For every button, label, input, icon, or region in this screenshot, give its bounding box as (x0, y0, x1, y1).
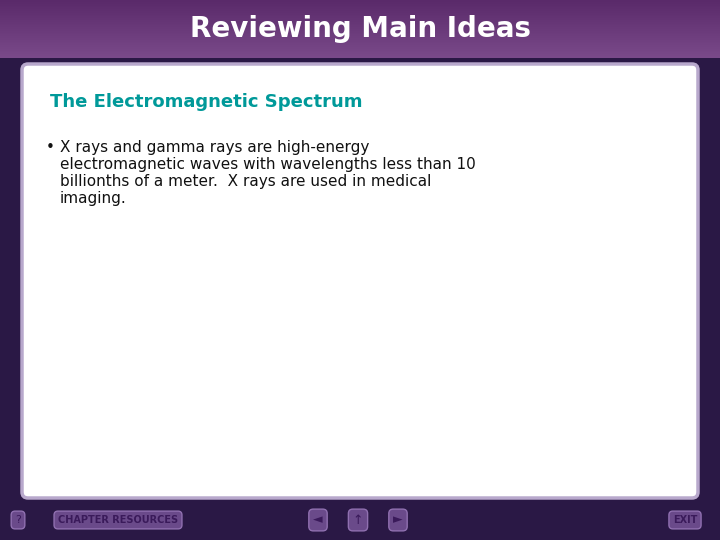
Text: CHAPTER RESOURCES: CHAPTER RESOURCES (58, 515, 178, 525)
Text: EXIT: EXIT (672, 515, 697, 525)
Text: electromagnetic waves with wavelengths less than 10: electromagnetic waves with wavelengths l… (60, 157, 476, 172)
Bar (0, 500, 720, 540)
Text: •: • (46, 140, 55, 155)
Text: imaging.: imaging. (60, 191, 127, 206)
Text: X rays and gamma rays are high-energy: X rays and gamma rays are high-energy (60, 140, 369, 155)
Text: The Electromagnetic Spectrum: The Electromagnetic Spectrum (50, 93, 362, 111)
Text: ↑: ↑ (353, 514, 364, 526)
Text: Reviewing Main Ideas: Reviewing Main Ideas (189, 15, 531, 43)
Text: billionths of a meter.  X rays are used in medical: billionths of a meter. X rays are used i… (60, 174, 431, 189)
Text: ►: ► (393, 514, 402, 526)
FancyBboxPatch shape (22, 64, 698, 498)
Text: ?: ? (15, 515, 21, 525)
Text: ◄: ◄ (313, 514, 323, 526)
